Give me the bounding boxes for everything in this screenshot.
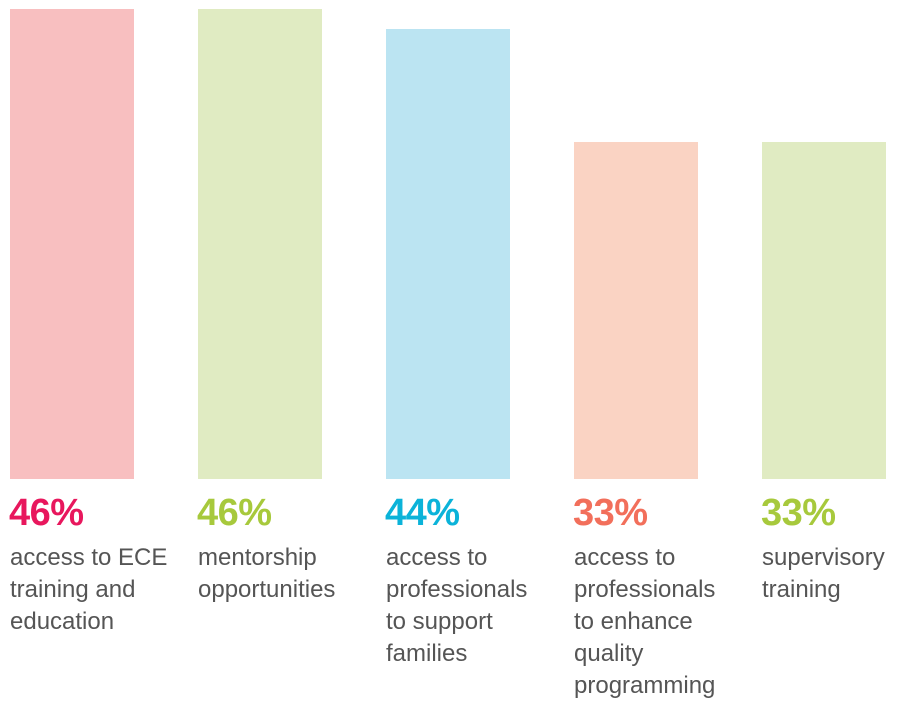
bar: [762, 141, 886, 479]
category-label: access to ECE training and education: [10, 544, 168, 635]
value-label: 33%: [573, 492, 648, 534]
value-label: 46%: [197, 492, 272, 534]
value-label: 33%: [761, 492, 836, 534]
category-label: access to professionals to enhance quali…: [574, 544, 716, 699]
bar: [10, 9, 134, 479]
value-label: 44%: [385, 492, 460, 534]
category-label: supervisory training: [762, 544, 885, 603]
bar: [198, 9, 322, 479]
category-label: access to professionals to support famil…: [386, 544, 528, 667]
value-label: 46%: [9, 492, 84, 534]
bar: [574, 141, 698, 479]
bar: [386, 29, 510, 479]
category-label: mentorship opportunities: [198, 544, 336, 603]
